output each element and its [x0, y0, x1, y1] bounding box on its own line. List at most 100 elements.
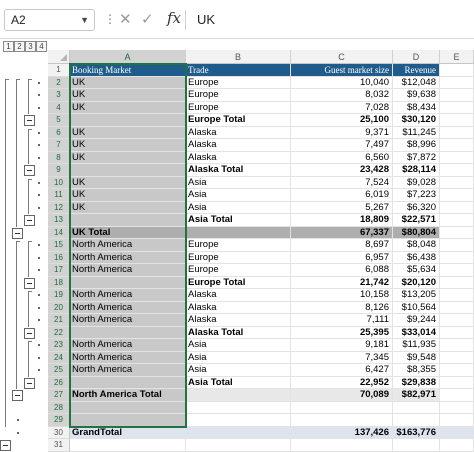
cell-c[interactable]: 8,032 [291, 89, 393, 102]
cell-d[interactable] [393, 401, 440, 414]
collapse-group-icon[interactable] [24, 327, 35, 339]
cell-d[interactable]: $80,804 [393, 226, 440, 239]
cell-c[interactable] [291, 401, 393, 414]
cell-b[interactable]: Alaska [186, 301, 291, 314]
cell-a[interactable] [70, 276, 186, 289]
cell-d[interactable]: $8,048 [393, 239, 440, 252]
collapse-group-icon[interactable] [24, 115, 35, 126]
cell-c[interactable]: 7,345 [291, 351, 393, 364]
row-header[interactable]: 16 [48, 251, 70, 264]
cell-c[interactable] [291, 414, 393, 427]
cell-a[interactable] [70, 114, 186, 127]
table-header-cell[interactable]: Trade [186, 64, 291, 77]
cell-c[interactable]: 6,560 [291, 151, 393, 164]
collapse-group-icon[interactable] [12, 390, 23, 401]
cell-e[interactable] [440, 426, 474, 439]
collapse-group-icon[interactable] [24, 215, 35, 226]
cell-d[interactable]: $11,935 [393, 339, 440, 352]
cell-b[interactable] [186, 426, 291, 439]
column-header-e[interactable]: E [440, 50, 474, 64]
cell-a[interactable]: North America [70, 264, 186, 277]
cell-d[interactable]: $22,571 [393, 214, 440, 227]
cell-a[interactable]: North America [70, 289, 186, 302]
cell-d[interactable] [393, 439, 440, 452]
cell-a[interactable]: North America [70, 351, 186, 364]
cell-b[interactable]: Asia [186, 176, 291, 189]
table-header-cell[interactable] [440, 64, 474, 77]
cell-a[interactable]: UK [70, 201, 186, 214]
row-header[interactable]: 8 [48, 151, 70, 164]
table-header-cell[interactable]: Booking Market [70, 64, 186, 77]
cell-a[interactable]: UK [70, 176, 186, 189]
cell-e[interactable] [440, 139, 474, 152]
cell-c[interactable]: 7,111 [291, 314, 393, 327]
cell-b[interactable]: Asia [186, 201, 291, 214]
outline-level-4-button[interactable]: 4 [36, 41, 47, 52]
cell-e[interactable] [440, 89, 474, 102]
cell-c[interactable]: 25,395 [291, 326, 393, 339]
cell-e[interactable] [440, 289, 474, 302]
enter-icon[interactable]: ✓ [141, 11, 154, 28]
cell-c[interactable]: 7,497 [291, 139, 393, 152]
cell-e[interactable] [440, 251, 474, 264]
cell-e[interactable] [440, 351, 474, 364]
cell-b[interactable]: Europe [186, 239, 291, 252]
cell-b[interactable] [186, 439, 291, 452]
cell-d[interactable]: $6,438 [393, 251, 440, 264]
cell-d[interactable]: $7,223 [393, 189, 440, 202]
row-header[interactable]: 22 [48, 326, 70, 339]
more-options-icon[interactable]: ⋮ [104, 12, 116, 26]
cell-b[interactable]: Alaska Total [186, 164, 291, 177]
row-header[interactable]: 30 [48, 426, 70, 439]
row-header[interactable]: 20 [48, 301, 70, 314]
cell-a[interactable] [70, 376, 186, 389]
table-header-cell[interactable]: Revenue [393, 64, 440, 77]
cell-d[interactable]: $7,872 [393, 151, 440, 164]
cell-d[interactable] [393, 414, 440, 427]
column-header-b[interactable]: B [186, 50, 291, 64]
row-header[interactable]: 31 [48, 439, 70, 452]
cell-c[interactable]: 70,089 [291, 389, 393, 402]
cell-b[interactable]: Alaska [186, 139, 291, 152]
cell-e[interactable] [440, 401, 474, 414]
cell-c[interactable]: 23,428 [291, 164, 393, 177]
row-header[interactable]: 19 [48, 289, 70, 302]
cell-a[interactable]: UK [70, 139, 186, 152]
chevron-down-icon[interactable]: ▼ [80, 15, 89, 25]
row-header[interactable]: 6 [48, 126, 70, 139]
formula-input[interactable]: UK [197, 12, 216, 27]
cell-e[interactable] [440, 201, 474, 214]
cell-e[interactable] [440, 114, 474, 127]
select-all-button[interactable] [48, 50, 70, 64]
cell-c[interactable]: 5,267 [291, 201, 393, 214]
cell-e[interactable] [440, 176, 474, 189]
cell-d[interactable]: $8,996 [393, 139, 440, 152]
cell-d[interactable]: $9,548 [393, 351, 440, 364]
row-header[interactable]: 2 [48, 76, 70, 89]
row-header[interactable]: 4 [48, 101, 70, 114]
row-header[interactable]: 5 [48, 114, 70, 127]
cell-d[interactable]: $29,838 [393, 376, 440, 389]
cell-c[interactable]: 9,181 [291, 339, 393, 352]
cell-a[interactable]: North America [70, 339, 186, 352]
row-header[interactable]: 1 [48, 64, 70, 77]
cell-d[interactable]: $28,114 [393, 164, 440, 177]
cell-e[interactable] [440, 276, 474, 289]
row-header[interactable]: 28 [48, 401, 70, 414]
column-header-a[interactable]: A [70, 50, 186, 64]
cell-b[interactable]: Alaska [186, 126, 291, 139]
cell-d[interactable]: $8,434 [393, 101, 440, 114]
cell-d[interactable]: $20,120 [393, 276, 440, 289]
cell-c[interactable]: 6,019 [291, 189, 393, 202]
row-header[interactable]: 23 [48, 339, 70, 352]
cell-d[interactable]: $9,028 [393, 176, 440, 189]
cell-c[interactable]: 22,952 [291, 376, 393, 389]
row-header[interactable]: 9 [48, 164, 70, 177]
cell-c[interactable] [291, 439, 393, 452]
cell-e[interactable] [440, 189, 474, 202]
cell-b[interactable]: Asia [186, 189, 291, 202]
cell-b[interactable]: Asia [186, 339, 291, 352]
cell-b[interactable] [186, 226, 291, 239]
cell-b[interactable]: Asia Total [186, 376, 291, 389]
row-header[interactable]: 29 [48, 414, 70, 427]
